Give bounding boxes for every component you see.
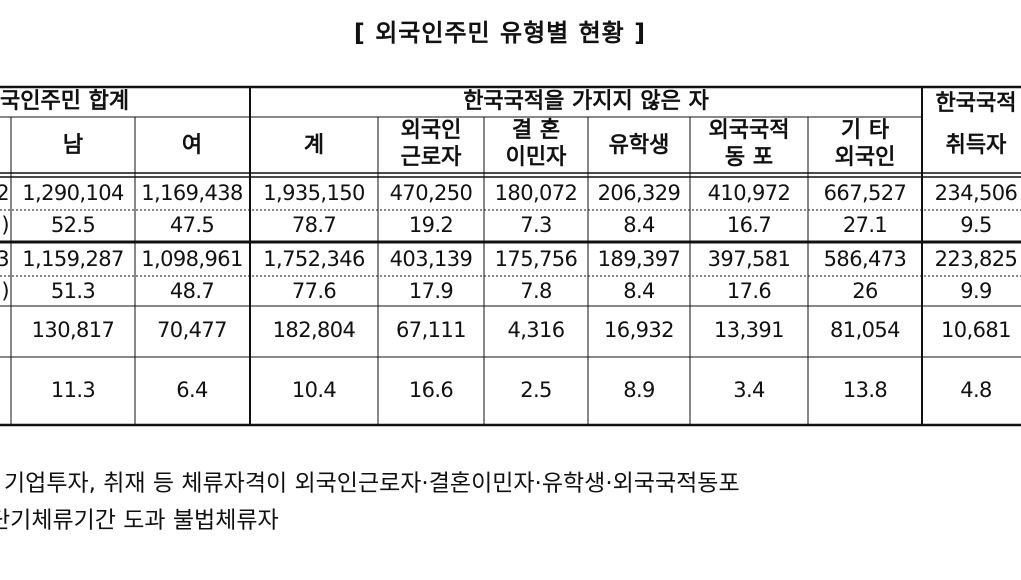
column-header: 결 혼 [512,118,560,143]
cell: 2.5 [520,378,552,402]
cell: 130,817 [32,318,115,342]
cell: 7.8 [520,279,552,303]
cell: 397,581 [708,247,791,271]
column-header: 남 [63,133,83,158]
cell: 52.5 [51,213,95,237]
cell: 4,316 [507,318,564,342]
column-header: 외국인 [835,145,896,170]
cell: 189,397 [598,247,681,271]
column-header: 동 포 [725,145,773,170]
column-header: 외국국적 [709,118,790,143]
cell: 70,477 [157,318,227,342]
cell: 17.6 [727,279,772,303]
note: 단기체류기간 도과 불법체류자 [0,508,279,534]
cell: 1,098,961 [141,247,242,271]
cell: 16.7 [727,213,771,237]
cell: 223,825 [935,247,1018,271]
cell: 8.4 [623,279,655,303]
cell: 4.8 [960,378,992,402]
cell: 51.3 [51,279,95,303]
cell: 403,139 [390,247,473,271]
cell: 586,473 [824,247,907,271]
cell: 47.5 [170,213,214,237]
cell: 27.1 [843,213,887,237]
cell: 3.4 [733,378,765,402]
cell: 7.3 [520,213,552,237]
column-header: 외국인 [401,118,462,143]
column-header: 유학생 [609,133,670,158]
cell: 8.4 [623,213,655,237]
cell: 1,159,287 [22,247,123,271]
row-label: ) [1,213,9,237]
cell: 182,804 [273,318,356,342]
cell: 19.2 [409,213,453,237]
cell: 1,290,104 [22,181,124,205]
cell: 1,935,150 [263,181,364,205]
row-label: ) [1,279,9,303]
cell: 8.9 [623,378,655,402]
column-header: 계 [304,133,324,158]
row-label: 2 [0,181,9,205]
cell: 175,756 [495,247,578,271]
row-label: 3 [0,247,9,271]
cell: 9.9 [960,279,992,303]
cell: 206,329 [598,181,681,205]
cell: 13,391 [714,318,784,342]
cell: 470,250 [390,181,473,205]
cell: 13.8 [843,378,887,402]
group-header: 국인주민 합계 [0,88,129,114]
cell: 180,072 [495,181,578,205]
cell: 234,506 [935,181,1018,205]
cell: 9.5 [960,213,992,237]
cell: 81,054 [830,318,900,342]
cell: 16.6 [409,378,454,402]
cell: 77.6 [292,279,337,303]
cell: 6.4 [176,378,208,402]
cell: 1,169,438 [141,181,242,205]
title: [ 외국인주민 유형별 현황 ] [354,19,646,47]
cell: 410,972 [708,181,791,205]
cell: 1,752,346 [263,247,365,271]
cell: 67,111 [396,318,466,342]
column-header: 취득자 [946,133,1007,158]
group-header: 한국국적을 가지지 않은 자 [463,89,709,114]
cell: 26 [852,279,878,303]
cell: 10,681 [941,318,1011,342]
cell: 78.7 [292,213,336,237]
column-header: 근로자 [401,145,462,170]
column-header: 한국국적 [936,91,1017,116]
column-header: 여 [182,133,202,158]
column-header: 기 타 [841,118,890,143]
cell: 17.9 [409,279,453,303]
cell: 11.3 [51,378,95,402]
note: 기업투자, 취재 등 체류자격이 외국인근로자·결혼이민자·유학생·외국국적동포 [4,471,740,497]
cell: 48.7 [170,279,214,303]
cell: 16,932 [604,318,674,342]
cell: 10.4 [292,378,337,402]
column-header: 이민자 [506,145,567,170]
cell: 667,527 [824,181,907,205]
